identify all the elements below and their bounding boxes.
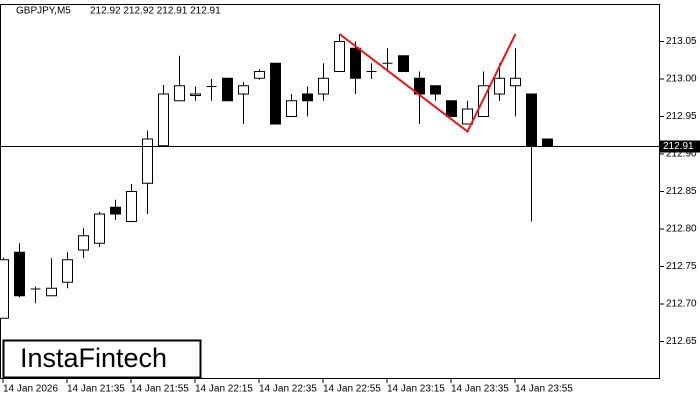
candle-body: [462, 108, 473, 125]
y-tick-label: 213.05: [666, 36, 697, 47]
candle-body: [62, 259, 73, 283]
candle-body: [350, 47, 361, 79]
candle-body: [158, 93, 169, 147]
candle-body: [174, 85, 185, 102]
x-tick-label: 14 Jan 23:55: [515, 384, 573, 395]
candle-body: [542, 138, 553, 147]
x-tick-label: 14 Jan 23:35: [451, 384, 509, 395]
candle-body: [430, 85, 441, 95]
y-tick-label: 212.90: [666, 149, 697, 160]
last-price-label: 212.91: [663, 141, 694, 152]
x-tick-label: 14 Jan 21:55: [131, 384, 189, 395]
candle-body: [222, 77, 233, 102]
candle-body: [334, 41, 345, 72]
y-tick-label: 212.70: [666, 299, 697, 310]
candle-body: [190, 93, 201, 96]
chart-title: GBPJPY,M5: [16, 6, 71, 17]
last-price-box: [660, 140, 700, 153]
x-tick-label: 14 Jan 23:15: [387, 384, 445, 395]
x-tick-label: 14 Jan 22:55: [323, 384, 381, 395]
ohlc-readout: 212.92 212.92 212.91 212.91: [90, 6, 221, 17]
x-tick-label: 14 Jan 22:15: [195, 384, 253, 395]
y-tick-label: 212.80: [666, 224, 697, 235]
y-tick-label: 212.65: [666, 336, 697, 347]
candle-body: [270, 62, 281, 125]
candle-body: [318, 77, 329, 95]
logo: InstaFintech: [20, 343, 167, 373]
x-tick-label: 14 Jan 22:35: [259, 384, 317, 395]
logo-box: [2, 339, 202, 379]
candle-body: [78, 235, 89, 251]
candle-body: [494, 77, 505, 95]
candle-body: [526, 93, 537, 147]
candle-body: [238, 85, 249, 95]
y-tick-label: 212.85: [666, 186, 697, 197]
candle-body: [46, 287, 57, 297]
y-tick-label: 213.00: [666, 74, 697, 85]
candle-body: [286, 100, 297, 117]
candle-body: [254, 71, 265, 79]
y-tick-label: 212.95: [666, 111, 697, 122]
candle-body: [0, 259, 9, 319]
candle-body: [94, 213, 105, 244]
candle-body: [446, 100, 457, 117]
plot-frame: [0, 4, 660, 379]
candle-body: [126, 191, 137, 222]
x-tick-label: 14 Jan 2026: [3, 384, 58, 395]
candle-body: [142, 138, 153, 184]
y-tick-label: 212.75: [666, 261, 697, 272]
x-tick-label: 14 Jan 21:35: [67, 384, 125, 395]
pattern-line: [338, 33, 517, 134]
candle-body: [302, 93, 313, 102]
candle-body: [14, 251, 25, 297]
candle-body: [110, 206, 121, 215]
candle-body: [510, 77, 521, 87]
candle-body: [398, 55, 409, 72]
